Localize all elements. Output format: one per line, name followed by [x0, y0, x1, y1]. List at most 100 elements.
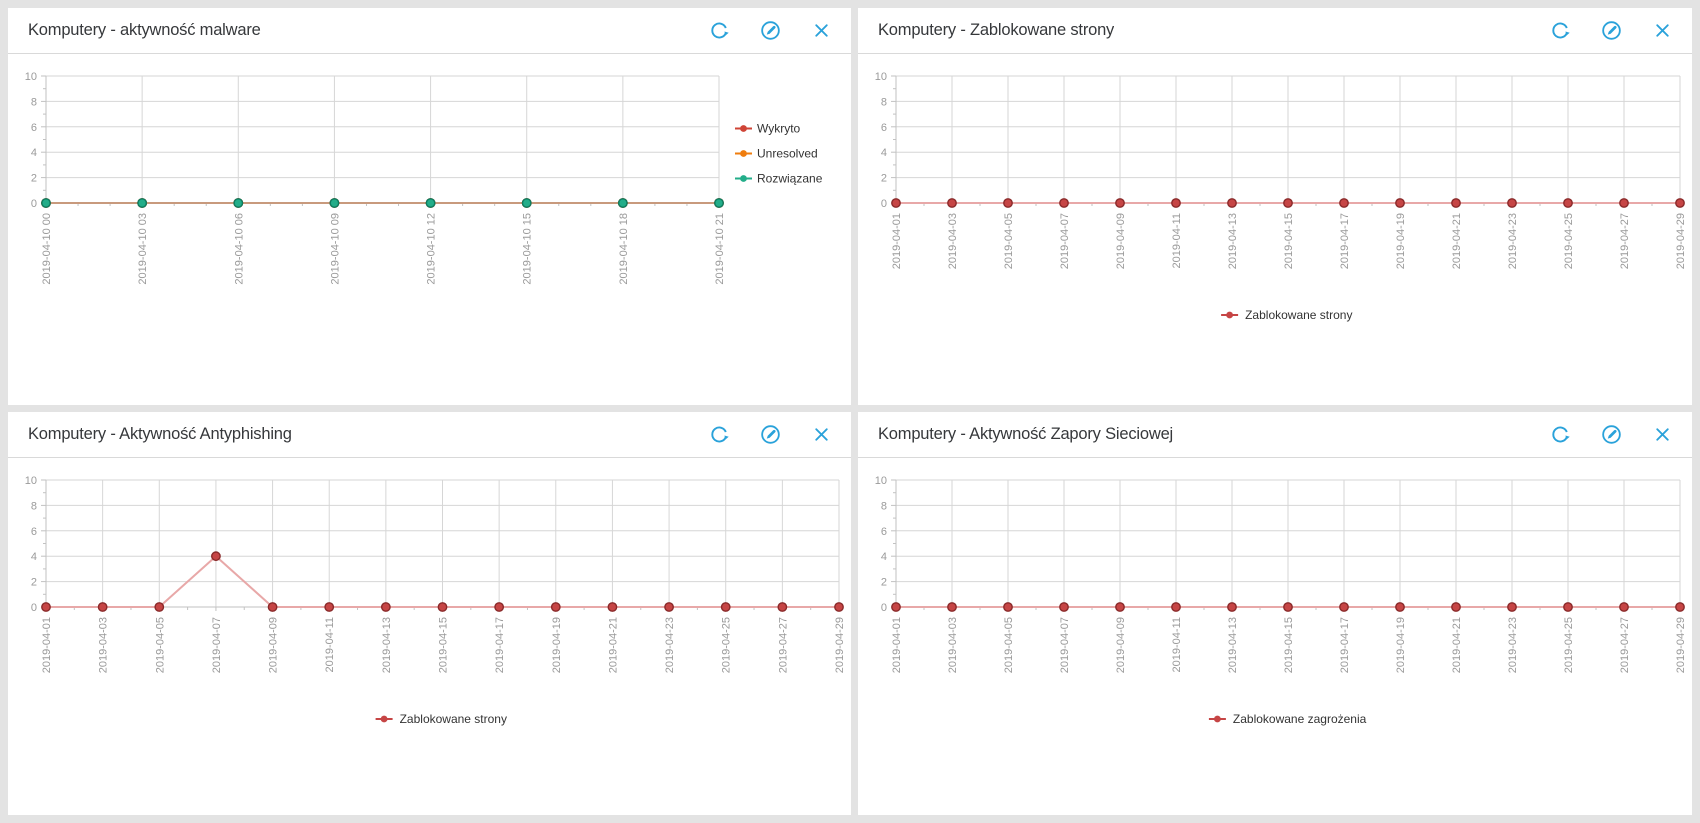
svg-text:10: 10 [875, 475, 887, 487]
svg-text:2019-04-11: 2019-04-11 [1171, 617, 1183, 672]
svg-text:2019-04-10 06: 2019-04-10 06 [233, 213, 245, 285]
svg-text:2019-04-25: 2019-04-25 [1563, 213, 1575, 269]
refresh-icon[interactable] [1548, 19, 1572, 43]
panel-antiphishing-activity: Komputery - Aktywność Antyphishing 0 2 4 6 8… [8, 412, 851, 815]
svg-text:8: 8 [881, 500, 887, 512]
svg-text:6: 6 [31, 122, 37, 134]
panel-header: Komputery - Zablokowane strony [858, 8, 1692, 54]
svg-text:2019-04-25: 2019-04-25 [721, 617, 733, 673]
svg-text:0: 0 [881, 602, 887, 614]
panel-actions [707, 19, 833, 43]
edit-icon[interactable] [758, 423, 782, 447]
svg-text:2019-04-05: 2019-04-05 [1003, 213, 1015, 269]
svg-text:2019-04-13: 2019-04-13 [1227, 213, 1239, 269]
svg-text:2019-04-05: 2019-04-05 [1003, 617, 1015, 673]
svg-text:2019-04-25: 2019-04-25 [1563, 617, 1575, 673]
svg-text:2019-04-01: 2019-04-01 [891, 617, 903, 673]
svg-text:2019-04-17: 2019-04-17 [494, 617, 506, 673]
svg-text:2: 2 [881, 577, 887, 589]
svg-text:2019-04-09: 2019-04-09 [1115, 213, 1127, 269]
line-chart-firewall: 0 2 4 6 8 10 2019-04-01 2019-04-03 2019-04-05 201… [875, 475, 1687, 726]
panel-title: Komputery - Zablokowane strony [878, 21, 1115, 39]
panel-body: 0 2 4 6 8 10 2019-04-01 2019-04-03 2019-04-05 201… [8, 458, 851, 815]
svg-text:Unresolved: Unresolved [757, 147, 818, 161]
svg-text:0: 0 [31, 602, 37, 614]
svg-text:Rozwiązane: Rozwiązane [757, 172, 823, 186]
edit-icon[interactable] [758, 19, 782, 43]
panel-title: Komputery - Aktywność Antyphishing [28, 425, 292, 443]
svg-text:2: 2 [31, 173, 37, 185]
svg-text:2019-04-07: 2019-04-07 [1059, 213, 1071, 269]
svg-text:2019-04-21: 2019-04-21 [1451, 617, 1463, 673]
edit-icon[interactable] [1599, 19, 1623, 43]
line-chart-blocked-pages: 0 2 4 6 8 10 2019-04-01 2019-04-03 2019-04-05 201… [875, 71, 1687, 322]
panel-body: 0 2 4 6 8 10 2019-04-01 2019-04-03 2019-04-05 201… [858, 458, 1692, 815]
svg-text:8: 8 [881, 96, 887, 108]
svg-text:10: 10 [875, 71, 887, 83]
panel-actions [1548, 19, 1674, 43]
svg-text:4: 4 [881, 551, 887, 563]
edit-icon[interactable] [1599, 423, 1623, 447]
svg-text:10: 10 [25, 71, 37, 83]
panel-malware-activity: Komputery - aktywność malware 0 2 4 6 8 10 201… [8, 8, 851, 405]
refresh-icon[interactable] [1548, 423, 1572, 447]
svg-text:2019-04-10 09: 2019-04-10 09 [329, 213, 341, 285]
close-icon[interactable] [1650, 19, 1674, 43]
svg-text:10: 10 [25, 475, 37, 487]
svg-text:2019-04-03: 2019-04-03 [947, 213, 959, 269]
panel-title: Komputery - aktywność malware [28, 21, 261, 39]
svg-text:2019-04-07: 2019-04-07 [1059, 617, 1071, 673]
panel-blocked-pages: Komputery - Zablokowane strony 0 2 4 6 8 10 20… [858, 8, 1692, 405]
close-icon[interactable] [1650, 423, 1674, 447]
svg-text:4: 4 [31, 147, 37, 159]
panel-header: Komputery - Aktywność Antyphishing [8, 412, 851, 458]
svg-text:6: 6 [31, 526, 37, 538]
svg-text:2019-04-21: 2019-04-21 [607, 617, 619, 673]
svg-text:2019-04-19: 2019-04-19 [1395, 617, 1407, 673]
svg-text:2019-04-03: 2019-04-03 [947, 617, 959, 673]
svg-text:4: 4 [881, 147, 887, 159]
svg-text:2019-04-10 12: 2019-04-10 12 [426, 213, 438, 285]
refresh-icon[interactable] [707, 423, 731, 447]
svg-text:2019-04-10 00: 2019-04-10 00 [41, 213, 53, 285]
close-icon[interactable] [809, 19, 833, 43]
svg-text:Zablokowane zagrożenia: Zablokowane zagrożenia [1233, 712, 1367, 726]
panel-body: 0 2 4 6 8 10 2019-04-01 2019-04-03 2019-04-05 201… [858, 54, 1692, 405]
svg-text:2019-04-03: 2019-04-03 [98, 617, 110, 673]
svg-text:2019-04-15: 2019-04-15 [1283, 213, 1295, 269]
svg-text:6: 6 [881, 526, 887, 538]
svg-text:2019-04-09: 2019-04-09 [268, 617, 280, 673]
close-icon[interactable] [809, 423, 833, 447]
svg-text:2019-04-19: 2019-04-19 [1395, 213, 1407, 269]
panel-actions [707, 423, 833, 447]
svg-text:2019-04-23: 2019-04-23 [1507, 617, 1519, 673]
panel-header: Komputery - Aktywność Zapory Sieciowej [858, 412, 1692, 458]
svg-text:2019-04-13: 2019-04-13 [1227, 617, 1239, 673]
svg-text:2019-04-29: 2019-04-29 [834, 617, 846, 673]
svg-text:2019-04-19: 2019-04-19 [551, 617, 563, 673]
svg-text:2019-04-23: 2019-04-23 [1507, 213, 1519, 269]
svg-text:Wykryto: Wykryto [757, 122, 801, 136]
svg-text:2019-04-17: 2019-04-17 [1339, 617, 1351, 673]
svg-text:2019-04-21: 2019-04-21 [1451, 213, 1463, 269]
svg-text:2: 2 [31, 577, 37, 589]
svg-text:2019-04-10 15: 2019-04-10 15 [522, 213, 534, 285]
svg-text:2019-04-09: 2019-04-09 [1115, 617, 1127, 673]
svg-text:2019-04-27: 2019-04-27 [1619, 213, 1631, 269]
svg-text:Zablokowane strony: Zablokowane strony [1245, 308, 1352, 322]
svg-text:6: 6 [881, 122, 887, 134]
line-chart-antiphishing: 0 2 4 6 8 10 2019-04-01 2019-04-03 2019-04-05 201… [25, 475, 846, 726]
svg-text:2019-04-10 18: 2019-04-10 18 [618, 213, 630, 285]
panel-title: Komputery - Aktywność Zapory Sieciowej [878, 425, 1174, 443]
svg-text:8: 8 [31, 500, 37, 512]
refresh-icon[interactable] [707, 19, 731, 43]
svg-text:2019-04-29: 2019-04-29 [1675, 213, 1687, 269]
svg-text:2019-04-01: 2019-04-01 [41, 617, 53, 673]
svg-text:2019-04-10 03: 2019-04-10 03 [137, 213, 149, 285]
svg-text:2019-04-01: 2019-04-01 [891, 213, 903, 269]
svg-text:0: 0 [31, 198, 37, 210]
svg-text:2019-04-05: 2019-04-05 [154, 617, 166, 673]
svg-text:2019-04-11: 2019-04-11 [324, 617, 336, 672]
svg-text:2019-04-10 21: 2019-04-10 21 [714, 213, 726, 285]
line-chart-malware: 0 2 4 6 8 10 2019-04-10 00 2019-04-10 03 2019-04… [25, 71, 823, 285]
